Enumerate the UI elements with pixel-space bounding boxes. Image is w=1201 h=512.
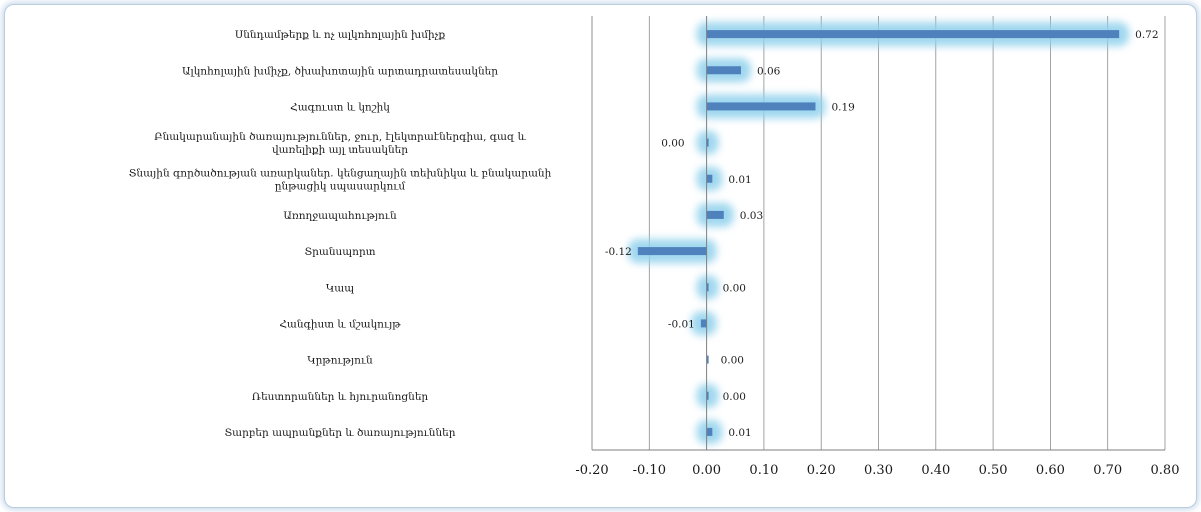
data-label: -0.01 [668,318,695,330]
bar [706,391,709,400]
grid-lines [591,16,1166,450]
x-tick-label: 0.30 [864,463,893,478]
x-tick-label: 0.70 [1093,463,1122,478]
data-label: 0.00 [661,138,684,150]
bar [700,319,707,328]
x-tick-label: 0.80 [1151,463,1180,478]
bars [637,30,1120,436]
data-label: 0.01 [728,427,751,439]
x-tick-label: 0.20 [807,463,836,478]
category-label: Ալկոհոլային խմիչք, ծխախոտային արտադրատես… [182,65,498,77]
category-label: Հանգիստ և մշակույթ [279,318,401,330]
bar [706,66,741,75]
bar [706,283,709,292]
data-labels: 0.72 0.06 0.19 0.00 0.01 0.03 -0.12 0.00 -0.01 0.… [605,29,1159,439]
data-label: 0.19 [831,101,854,113]
category-label: Բնակարանային ծառայություններ, ջուր, էլեկ… [154,131,526,156]
data-label: 0.06 [757,65,781,77]
category-label: Հագուստ և կոշիկ [290,101,390,113]
data-label: 0.72 [1135,29,1158,41]
category-label: Կրթություն [307,355,373,367]
bar [706,210,724,219]
bar [706,102,816,111]
bar [706,355,709,364]
category-label: Ռեստորաններ և հյուրանոցներ [252,391,429,403]
bar [706,30,1120,39]
category-labels: Սննդամթերք և ոչ ալկոհոլային խմիչք Ալկոհոլ… [129,29,552,439]
category-label: Տնային գործածության առարկաներ. կենցաղայի… [129,167,552,192]
data-label: 0.00 [723,282,746,294]
x-tick-label: 0.00 [692,463,721,478]
x-tick-label: -0.10 [633,463,666,478]
bar [706,427,713,436]
data-label: -0.12 [605,246,632,258]
bar [706,174,713,183]
x-tick-label: 0.40 [921,463,950,478]
data-label: 0.03 [740,210,763,222]
chart-frame [4,4,1197,508]
axes [591,16,1165,451]
data-label: 0.00 [723,391,746,403]
data-label: 0.00 [721,355,744,367]
bar [637,247,707,256]
x-tick-label: 0.50 [979,463,1008,478]
tick-labels: -0.20 -0.10 0.00 0.10 0.20 0.30 0.40 0.50 0.60 0.… [575,463,1179,478]
category-label: Տրանսպորտ [304,246,375,258]
category-label: Տարբեր ապրանքներ և ծառայություններ [224,427,455,439]
category-label: Սննդամթերք և ոչ ալկոհոլային խմիչք [235,29,446,41]
x-tick-label: 0.60 [1036,463,1065,478]
category-label: Կապ [326,282,354,294]
bar [706,138,709,147]
category-label: Առողջապահություն [283,210,397,222]
x-tick-label: -0.20 [575,463,608,478]
x-tick-label: 0.10 [749,463,778,478]
data-label: 0.01 [728,174,751,186]
